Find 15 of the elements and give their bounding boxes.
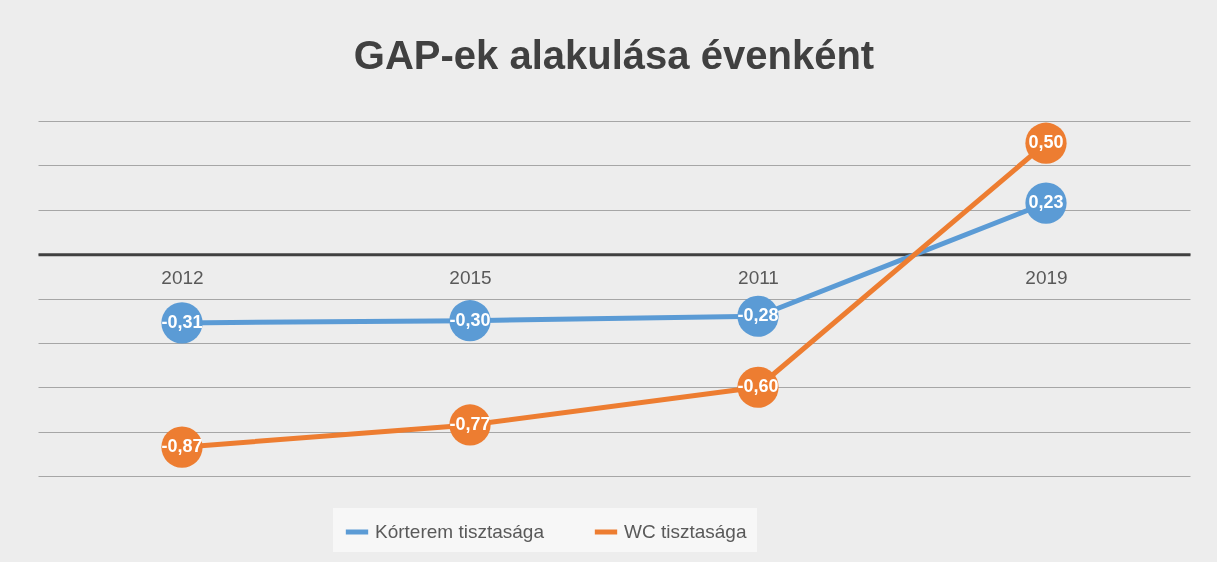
data-label: -0,77	[449, 413, 491, 434]
data-label: 0,50	[1028, 132, 1064, 153]
legend-label: WC tisztasága	[624, 521, 747, 542]
x-tick-label: 2011	[738, 266, 779, 288]
chart-title: GAP-ek alakulása évenként	[353, 33, 875, 77]
data-label: -0,31	[161, 311, 203, 332]
x-tick-label: 2015	[449, 266, 492, 288]
data-label: -0,28	[737, 305, 779, 326]
data-label: -0,60	[737, 376, 779, 397]
data-label: -0,87	[161, 436, 203, 457]
x-tick-label: 2012	[161, 266, 204, 288]
data-label: -0,30	[449, 309, 491, 330]
x-tick-label: 2019	[1025, 266, 1068, 288]
legend-label: Kórterem tisztasága	[375, 521, 545, 542]
data-label: 0,23	[1028, 192, 1064, 213]
